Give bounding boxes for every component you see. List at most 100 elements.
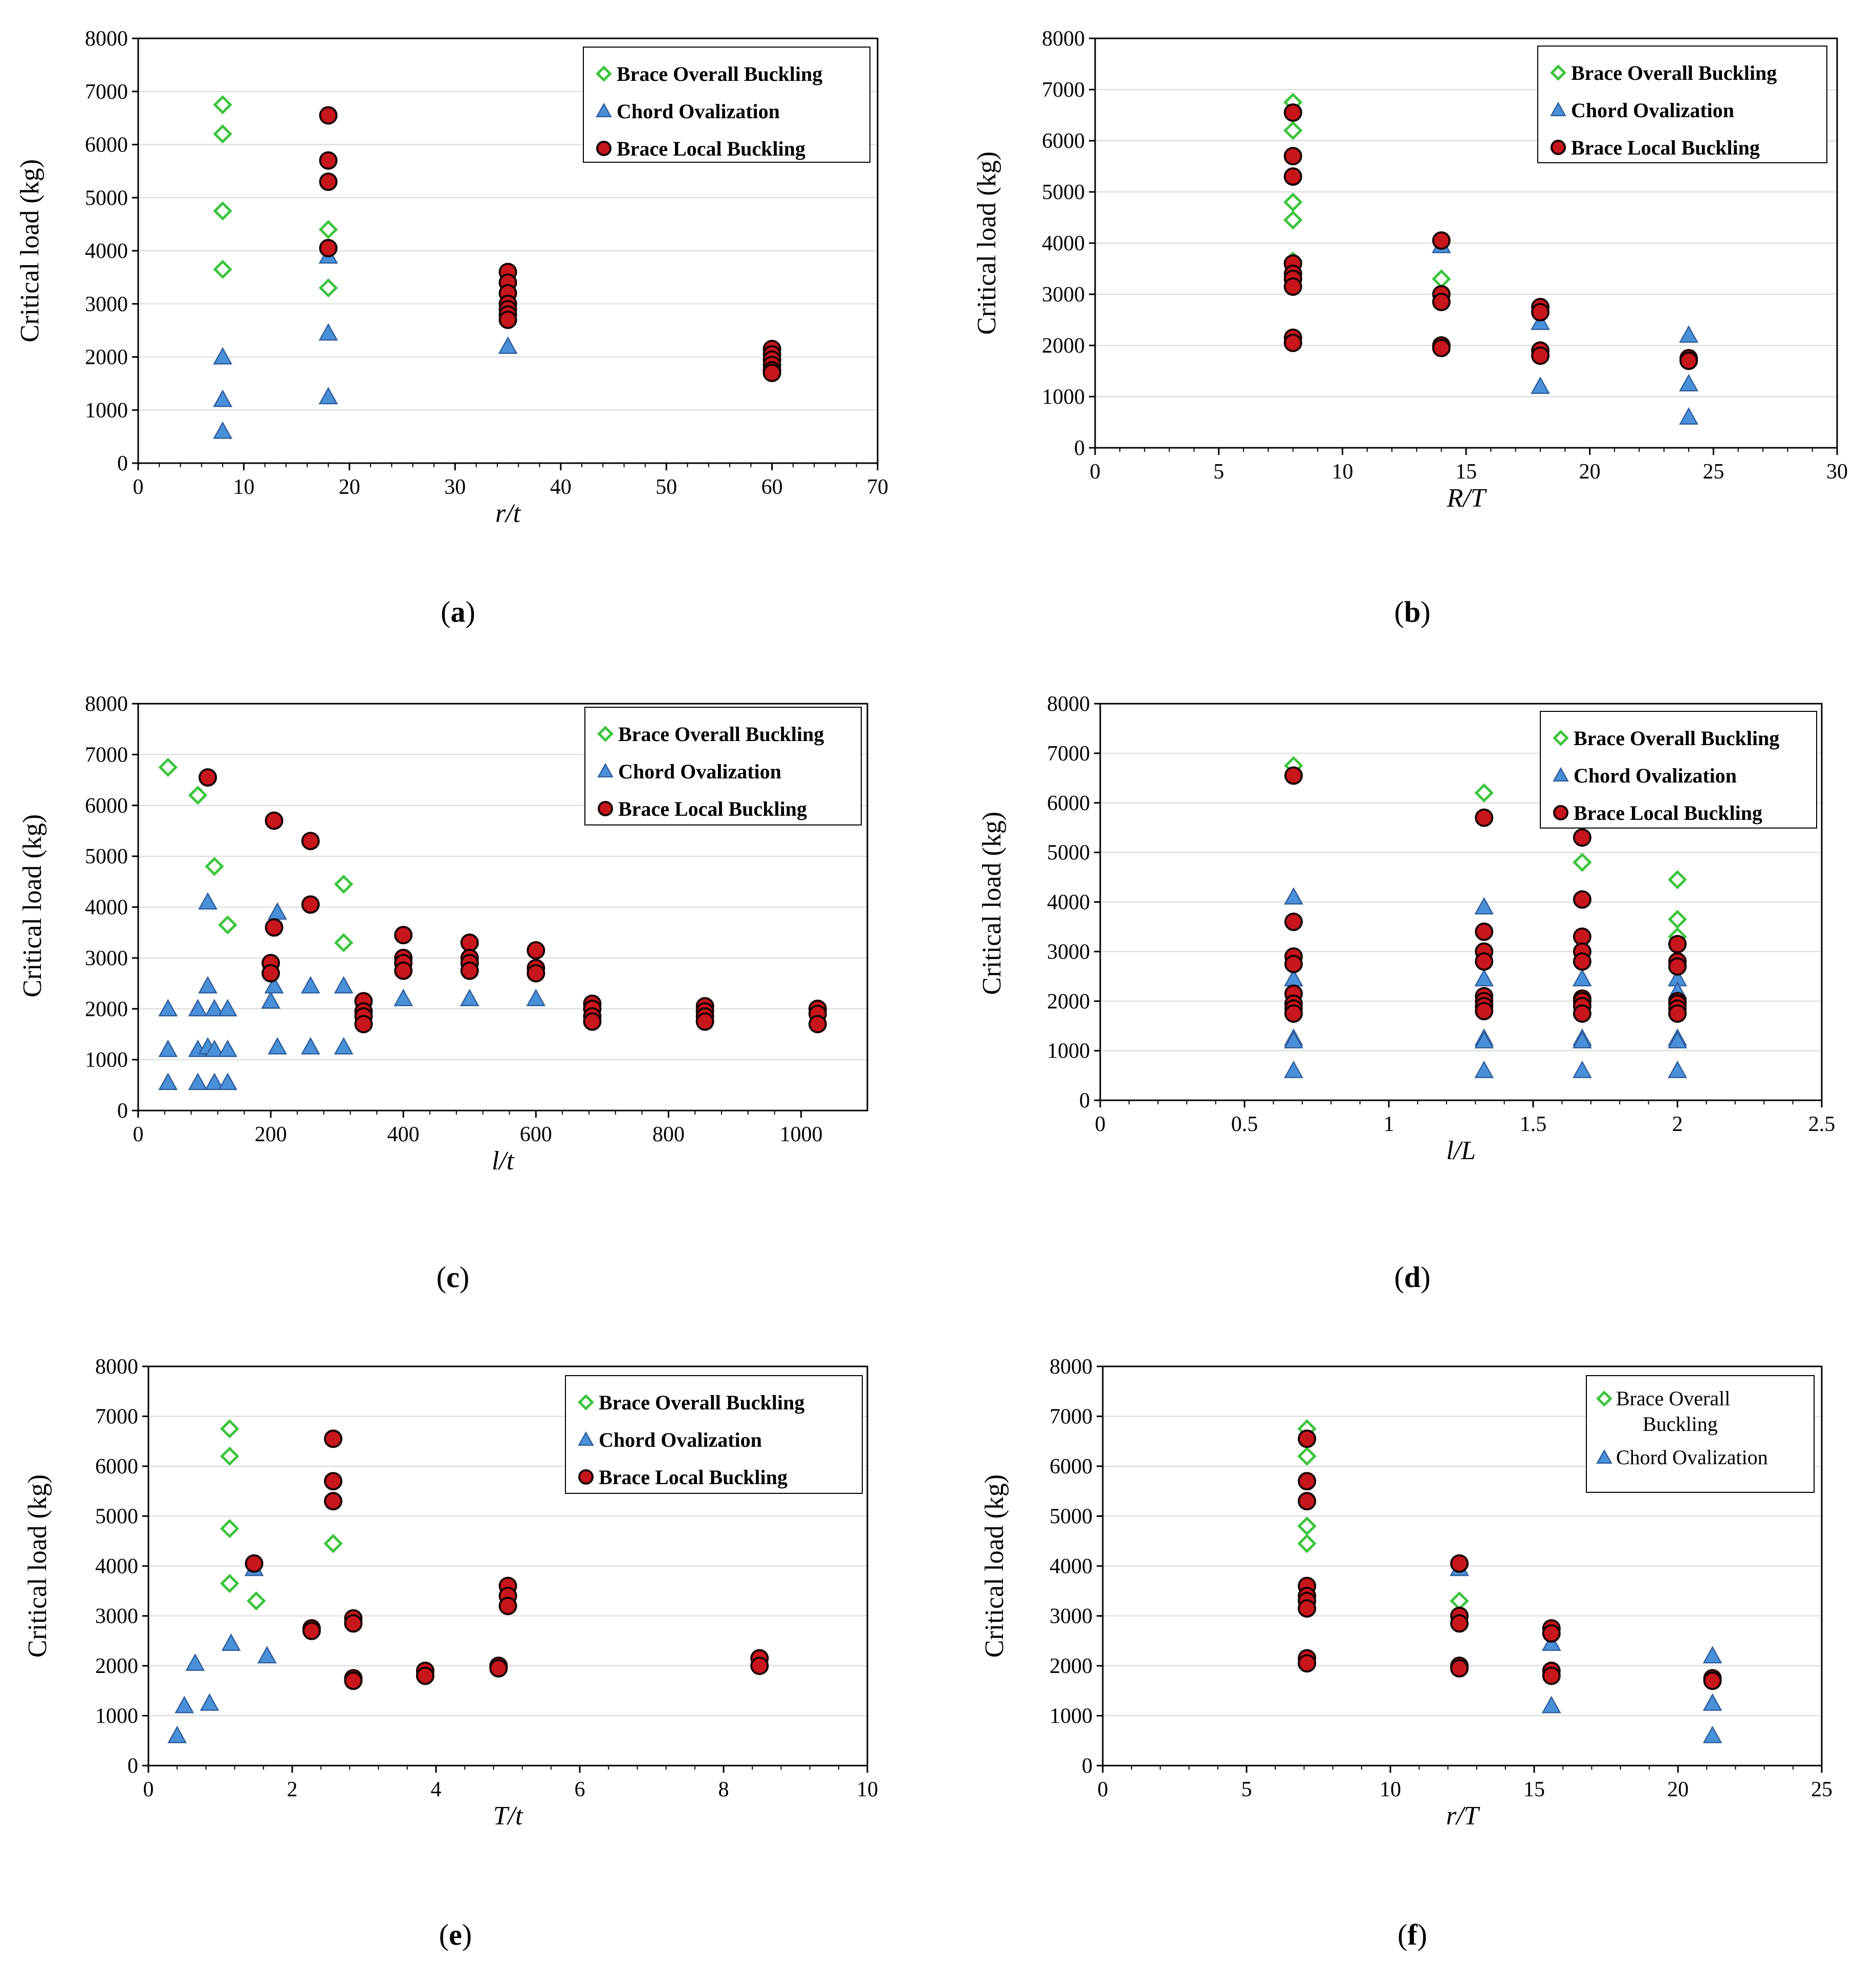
data-point-local — [1668, 957, 1687, 976]
data-point-chord — [1531, 376, 1550, 394]
data-point-chord — [1283, 1031, 1303, 1049]
data-point-overall — [334, 875, 354, 894]
panel-caption: (a) — [441, 595, 475, 628]
data-point-chord — [318, 323, 338, 341]
x-axis-label: T/t — [493, 1801, 523, 1831]
x-tick-label: 200 — [255, 1123, 287, 1146]
y-tick-label: 1000 — [1050, 1705, 1093, 1728]
data-point-local — [1298, 1492, 1317, 1511]
data-point-overall — [1668, 870, 1687, 889]
legend-marker-local — [598, 801, 613, 816]
data-point-local — [1284, 1004, 1303, 1023]
x-tick-label: 70 — [867, 475, 888, 499]
y-tick-label: 7000 — [1047, 742, 1090, 766]
x-tick-label: 5 — [1213, 460, 1224, 484]
x-tick-label: 6 — [575, 1778, 585, 1801]
data-point-chord — [213, 347, 233, 365]
x-tick-label: 0 — [1098, 1778, 1108, 1801]
data-point-overall — [318, 220, 338, 240]
y-tick-label: 2000 — [1050, 1655, 1093, 1678]
data-point-local — [1450, 1554, 1469, 1573]
x-tick-label: 20 — [1667, 1778, 1689, 1801]
y-tick-label: 8000 — [85, 692, 128, 716]
x-axis-label: R/T — [1446, 484, 1487, 513]
data-point-local — [1531, 303, 1550, 321]
y-tick-label: 6000 — [85, 134, 128, 157]
data-point-local — [1283, 334, 1302, 352]
legend-label-chord: Chord Ovalization — [1574, 764, 1737, 787]
data-point-local — [1668, 1004, 1687, 1023]
legend-box — [1540, 711, 1817, 829]
y-tick-label: 3000 — [95, 1605, 138, 1628]
x-tick-label: 30 — [444, 475, 466, 499]
x-tick-label: 15 — [1523, 1778, 1545, 1801]
data-point-local — [319, 151, 338, 170]
data-point-chord — [167, 1726, 187, 1744]
data-point-local — [199, 768, 217, 787]
data-point-chord — [1283, 887, 1303, 905]
legend-marker-overall — [1596, 1390, 1612, 1407]
legend-label-local: Brace Local Buckling — [599, 1466, 788, 1489]
data-point-chord — [217, 1039, 237, 1057]
x-tick-label: 2 — [287, 1778, 298, 1801]
data-point-local — [695, 1012, 714, 1031]
data-point-chord — [334, 1037, 354, 1055]
legend-marker-chord — [1550, 101, 1566, 117]
data-point-local — [750, 1657, 769, 1675]
y-tick-label: 5000 — [1047, 841, 1090, 865]
y-tick-label: 7000 — [85, 80, 128, 104]
panel-caption: (b) — [1394, 595, 1431, 628]
data-point-chord — [221, 1633, 241, 1651]
legend-label-chord: Chord Ovalization — [599, 1428, 762, 1451]
data-point-overall — [247, 1591, 266, 1611]
data-point-chord — [1474, 1060, 1494, 1078]
y-tick-label: 4000 — [1050, 1555, 1093, 1578]
y-axis-label: Critical load (kg) — [977, 812, 1007, 995]
data-point-overall — [1283, 121, 1303, 140]
data-point-local — [1432, 231, 1451, 250]
data-point-overall — [188, 786, 208, 805]
y-tick-label: 2000 — [95, 1655, 138, 1678]
data-point-overall — [220, 1519, 239, 1538]
legend-marker-overall — [578, 1394, 594, 1410]
y-tick-label: 2000 — [1042, 334, 1085, 358]
data-point-local — [1432, 339, 1451, 357]
data-point-chord — [205, 998, 224, 1016]
data-point-local — [1542, 1624, 1561, 1643]
data-point-local — [265, 918, 283, 937]
data-point-chord — [460, 989, 479, 1007]
legend-marker-overall — [596, 66, 612, 82]
data-point-local — [1298, 1472, 1317, 1491]
data-point-chord — [1679, 407, 1698, 425]
data-point-local — [527, 964, 546, 983]
data-point-local — [762, 363, 781, 382]
legend-box — [584, 707, 862, 825]
legend-marker-local — [1551, 140, 1566, 155]
data-point-local — [324, 1429, 343, 1448]
data-point-chord — [268, 902, 287, 920]
x-tick-label: 1000 — [779, 1123, 822, 1146]
data-point-chord — [1668, 1031, 1687, 1049]
data-point-overall — [1450, 1591, 1469, 1611]
data-point-chord — [158, 998, 178, 1016]
y-axis-label: Critical load (kg) — [972, 151, 1001, 335]
data-point-local — [344, 1671, 363, 1690]
legend-marker-overall — [1553, 730, 1569, 746]
data-point-local — [302, 1621, 321, 1640]
data-point-overall — [1283, 192, 1303, 212]
data-point-local — [1284, 954, 1303, 973]
data-point-local — [1679, 352, 1698, 370]
y-tick-label: 0 — [117, 1099, 128, 1123]
y-tick-label: 1000 — [1042, 385, 1085, 409]
x-tick-label: 10 — [1380, 1778, 1401, 1801]
data-point-local — [1284, 766, 1303, 785]
data-point-chord — [1541, 1695, 1561, 1713]
data-point-local — [1703, 1671, 1722, 1690]
data-point-local — [1475, 922, 1494, 941]
data-point-chord — [526, 989, 546, 1007]
y-tick-label: 8000 — [1042, 27, 1085, 51]
x-axis-label: r/t — [495, 499, 521, 528]
data-point-chord — [1703, 1646, 1722, 1664]
x-tick-label: 600 — [520, 1123, 552, 1146]
data-point-local — [1573, 1004, 1591, 1023]
